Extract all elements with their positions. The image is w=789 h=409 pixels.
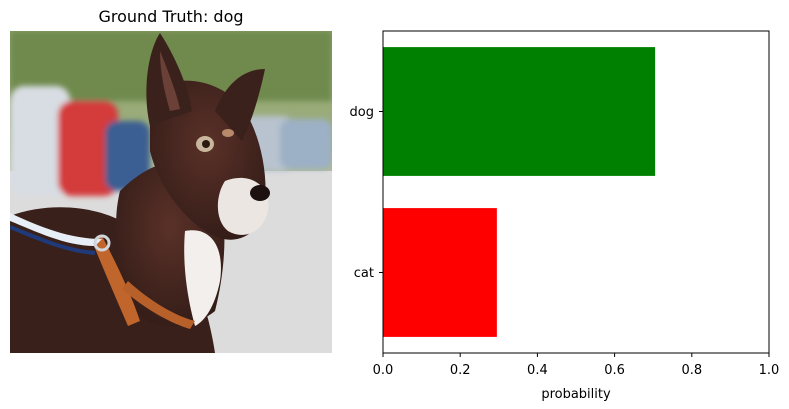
x-tick-label: 0.8 [681,363,702,378]
bar-dog [383,47,656,176]
y-tick-label-cat: cat [354,266,374,281]
x-tick-label: 0.0 [373,363,394,378]
axes-frame [382,30,770,354]
x-tick-label: 0.4 [527,363,548,378]
x-tick-label: 1.0 [759,363,780,378]
x-axis-label: probability [541,387,611,402]
bar-cat [383,208,497,337]
y-tick-label-dog: dog [350,105,374,120]
image-panel-title: Ground Truth: dog [98,7,244,26]
x-tick-label: 0.2 [450,363,471,378]
dog-photo [10,31,332,353]
x-tick-label: 0.6 [604,363,625,378]
